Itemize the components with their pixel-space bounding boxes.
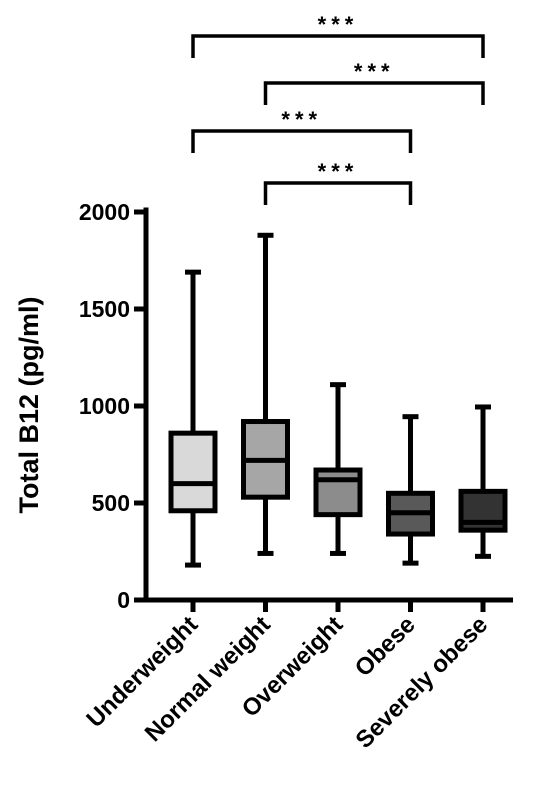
box-normal-weight [241,232,290,556]
significance-label: *** [318,12,359,37]
significance-bracket: *** [191,12,485,58]
axes: 0 500 1000 1500 2000 [79,199,513,613]
x-category-label: Obese [350,611,421,682]
y-tick-label: 2000 [79,199,130,225]
significance-bracket: *** [263,159,413,205]
box-severely-obese [458,404,508,559]
box-underweight [168,269,218,568]
boxes [168,232,508,568]
y-tick-label: 500 [92,490,130,516]
y-tick-label: 1500 [79,296,130,322]
bracket-line [191,129,413,153]
y-tick-label: 0 [117,587,130,613]
y-axis-title: Total B12 (pg/ml) [14,296,44,513]
bracket-line [263,181,413,205]
bracket-line [191,34,485,58]
box-overweight [313,382,363,556]
box-iqr [168,430,218,514]
significance-label: *** [318,159,359,184]
significance-label: *** [281,107,322,132]
significance-bracket: *** [191,107,413,153]
box-iqr [313,467,363,518]
significance-label: *** [354,59,395,84]
x-category-label: Severely obese [351,611,494,754]
box-obese [386,414,435,566]
significance-bracket: *** [263,59,485,105]
x-category-label: Normal weight [140,611,276,747]
y-tick-label: 1000 [79,393,130,419]
bracket-line [263,81,485,105]
significance-brackets: *** *** *** *** [191,12,485,205]
